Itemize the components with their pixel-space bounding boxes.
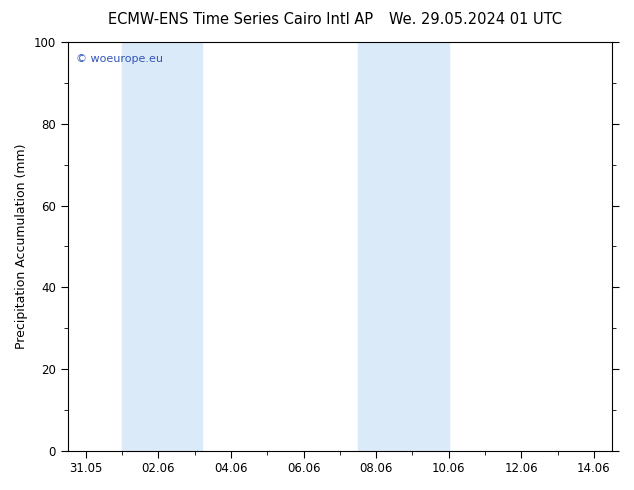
Bar xyxy=(122,42,202,451)
Text: © woeurope.eu: © woeurope.eu xyxy=(76,54,163,64)
Y-axis label: Precipitation Accumulation (mm): Precipitation Accumulation (mm) xyxy=(15,144,28,349)
Text: ECMW-ENS Time Series Cairo Intl AP: ECMW-ENS Time Series Cairo Intl AP xyxy=(108,12,373,27)
Text: We. 29.05.2024 01 UTC: We. 29.05.2024 01 UTC xyxy=(389,12,562,27)
Bar xyxy=(358,42,449,451)
